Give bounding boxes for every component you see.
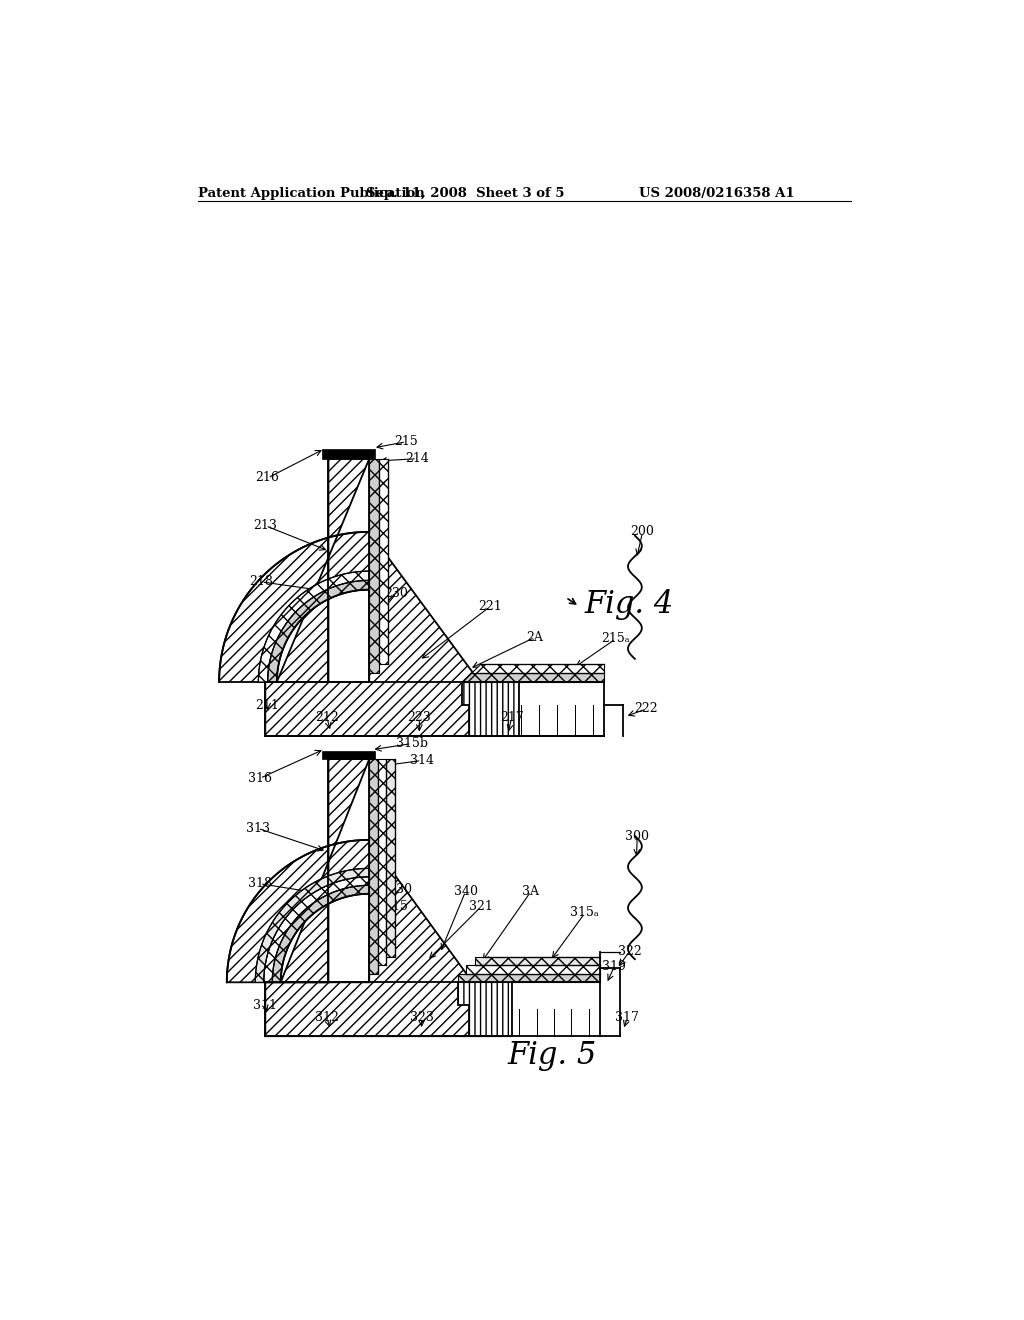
Polygon shape xyxy=(379,459,388,664)
Text: 2A: 2A xyxy=(526,631,544,644)
Text: 214: 214 xyxy=(406,453,429,465)
Text: 315: 315 xyxy=(384,900,409,913)
Text: 340: 340 xyxy=(454,884,477,898)
Text: 3A: 3A xyxy=(522,884,540,898)
Text: 323: 323 xyxy=(410,1011,433,1024)
Text: 300: 300 xyxy=(626,829,649,842)
Polygon shape xyxy=(272,886,370,982)
Polygon shape xyxy=(462,682,519,737)
Polygon shape xyxy=(462,673,604,682)
Text: 212: 212 xyxy=(315,711,339,723)
Text: 321: 321 xyxy=(469,900,493,913)
Text: Patent Application Publication: Patent Application Publication xyxy=(199,187,425,199)
Polygon shape xyxy=(378,759,386,965)
Polygon shape xyxy=(370,459,379,673)
Polygon shape xyxy=(458,982,512,1036)
Text: 222: 222 xyxy=(635,702,658,715)
Polygon shape xyxy=(264,876,370,982)
Polygon shape xyxy=(219,459,519,737)
Text: 315b: 315b xyxy=(395,737,428,750)
Polygon shape xyxy=(255,869,370,982)
Text: 223: 223 xyxy=(408,711,431,723)
Text: 319: 319 xyxy=(602,961,626,973)
Polygon shape xyxy=(475,957,600,965)
Polygon shape xyxy=(258,572,370,682)
Text: 315ₐ: 315ₐ xyxy=(570,907,599,920)
Text: US 2008/0216358 A1: US 2008/0216358 A1 xyxy=(639,187,795,199)
Polygon shape xyxy=(267,581,370,682)
Polygon shape xyxy=(471,664,604,673)
Polygon shape xyxy=(323,751,376,759)
Text: 218: 218 xyxy=(250,576,273,589)
Text: 200: 200 xyxy=(631,525,654,539)
Text: 230: 230 xyxy=(384,587,409,601)
Polygon shape xyxy=(226,759,512,1036)
Text: 313: 313 xyxy=(246,822,269,834)
Text: 213: 213 xyxy=(253,519,278,532)
Text: 216: 216 xyxy=(256,471,280,484)
Polygon shape xyxy=(386,759,394,957)
Text: 215: 215 xyxy=(394,436,418,449)
Text: 317: 317 xyxy=(615,1011,639,1024)
Text: 311: 311 xyxy=(253,999,278,1012)
Polygon shape xyxy=(458,974,600,982)
Text: 215ₐ: 215ₐ xyxy=(601,632,630,645)
Polygon shape xyxy=(370,759,378,974)
Polygon shape xyxy=(466,965,600,974)
Text: Fig. 5: Fig. 5 xyxy=(508,1040,597,1071)
Text: 318: 318 xyxy=(248,878,272,890)
Text: 322: 322 xyxy=(617,945,641,958)
Text: 314: 314 xyxy=(410,754,433,767)
Text: 211: 211 xyxy=(256,698,280,711)
Text: Fig. 4: Fig. 4 xyxy=(585,590,674,620)
Polygon shape xyxy=(323,449,376,459)
Text: 312: 312 xyxy=(315,1011,339,1024)
Text: 316: 316 xyxy=(248,772,272,785)
Text: 221: 221 xyxy=(478,601,502,612)
Text: 217: 217 xyxy=(500,711,523,723)
Text: Sep. 11, 2008  Sheet 3 of 5: Sep. 11, 2008 Sheet 3 of 5 xyxy=(367,187,565,199)
Text: 330: 330 xyxy=(388,883,412,896)
